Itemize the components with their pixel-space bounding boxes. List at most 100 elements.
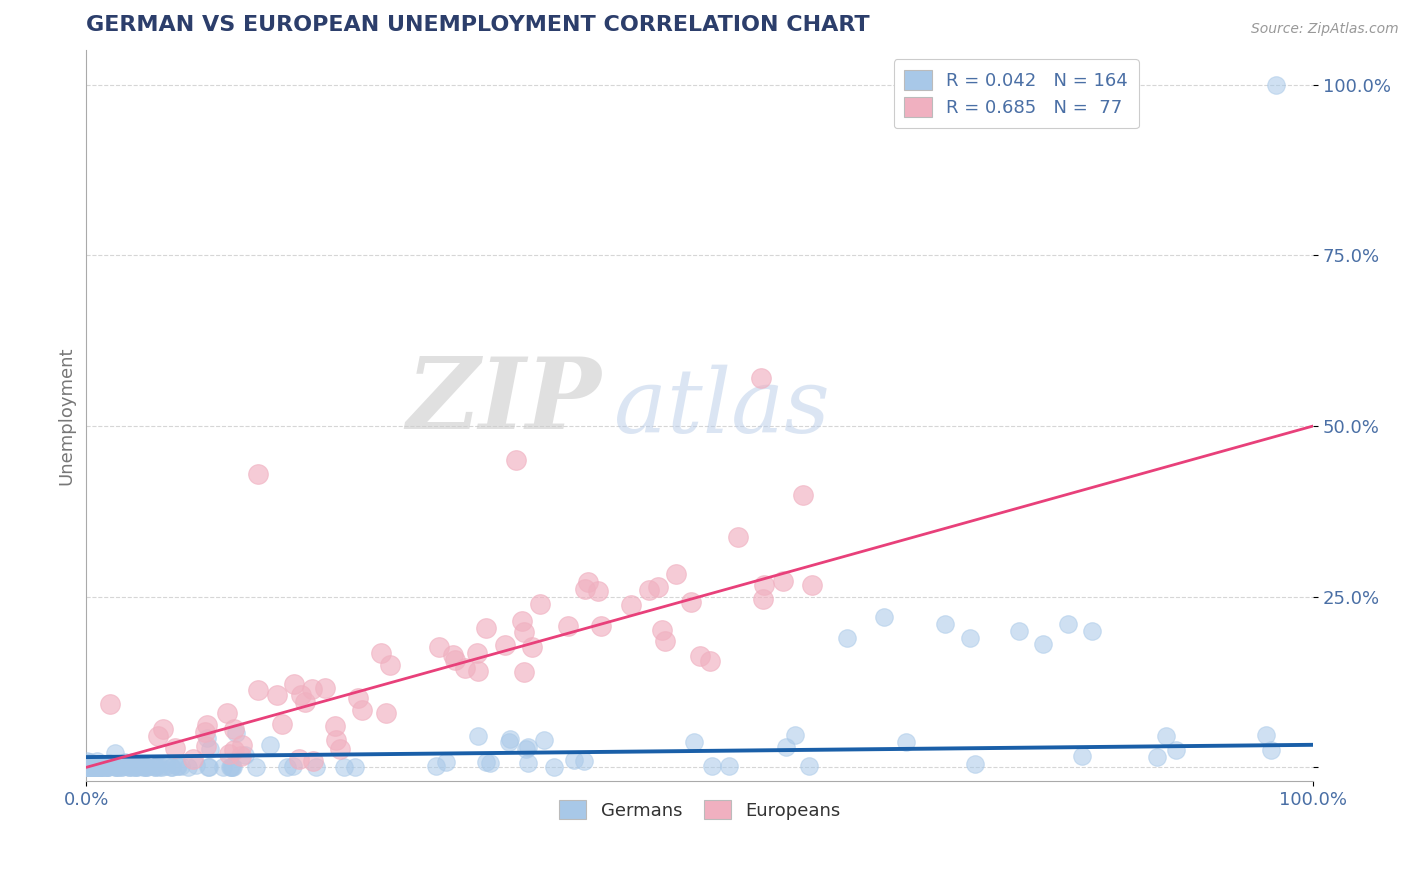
Point xyxy=(82,760,104,774)
Point xyxy=(145,759,167,773)
Point xyxy=(76,757,98,772)
Point xyxy=(718,759,741,773)
Point xyxy=(76,760,98,774)
Point xyxy=(96,759,118,773)
Point xyxy=(86,757,108,772)
Point xyxy=(75,760,97,774)
Point xyxy=(76,755,98,769)
Point xyxy=(82,760,104,774)
Point xyxy=(75,758,97,772)
Point xyxy=(155,759,177,773)
Point xyxy=(474,755,496,769)
Point xyxy=(727,530,749,544)
Point xyxy=(801,577,824,591)
Point xyxy=(79,760,101,774)
Point xyxy=(76,759,98,773)
Point xyxy=(586,584,609,599)
Point xyxy=(94,760,117,774)
Point xyxy=(96,760,118,774)
Point xyxy=(87,760,110,774)
Point xyxy=(98,759,121,773)
Point xyxy=(1260,743,1282,757)
Point xyxy=(343,760,366,774)
Point xyxy=(90,760,112,774)
Point xyxy=(76,759,98,773)
Point xyxy=(505,453,527,467)
Point xyxy=(290,689,312,703)
Point xyxy=(1146,750,1168,764)
Point xyxy=(129,759,152,773)
Point xyxy=(76,760,98,774)
Point xyxy=(76,758,98,772)
Point xyxy=(247,682,270,697)
Text: Source: ZipAtlas.com: Source: ZipAtlas.com xyxy=(1251,22,1399,37)
Point xyxy=(195,731,218,746)
Point xyxy=(1032,637,1054,651)
Point xyxy=(325,732,347,747)
Point xyxy=(177,760,200,774)
Point xyxy=(152,722,174,736)
Point xyxy=(77,760,100,774)
Point xyxy=(1071,748,1094,763)
Point xyxy=(160,760,183,774)
Point xyxy=(314,681,336,696)
Point xyxy=(115,759,138,773)
Point xyxy=(276,760,298,774)
Point xyxy=(87,760,110,774)
Point xyxy=(83,759,105,773)
Point xyxy=(76,759,98,773)
Point xyxy=(681,595,703,609)
Point xyxy=(294,695,316,709)
Point xyxy=(79,760,101,774)
Point xyxy=(166,759,188,773)
Point xyxy=(76,760,98,774)
Point xyxy=(76,760,98,774)
Point xyxy=(513,665,536,679)
Text: atlas: atlas xyxy=(614,365,830,452)
Point xyxy=(323,719,346,733)
Point xyxy=(689,648,711,663)
Point xyxy=(90,760,112,774)
Point xyxy=(104,760,127,774)
Point xyxy=(76,756,98,771)
Point xyxy=(124,760,146,774)
Point xyxy=(75,760,97,774)
Point xyxy=(125,760,148,774)
Point xyxy=(107,758,129,772)
Point xyxy=(86,758,108,772)
Point xyxy=(77,760,100,774)
Point xyxy=(516,756,538,770)
Point xyxy=(80,760,103,774)
Point xyxy=(125,759,148,773)
Point xyxy=(170,759,193,773)
Point xyxy=(1057,617,1080,632)
Point xyxy=(283,677,305,691)
Point xyxy=(143,760,166,774)
Point xyxy=(135,760,157,774)
Point xyxy=(752,578,775,592)
Point xyxy=(76,758,98,772)
Point xyxy=(959,631,981,645)
Point xyxy=(75,760,97,774)
Point xyxy=(87,760,110,774)
Point xyxy=(125,760,148,774)
Point xyxy=(89,759,111,773)
Point xyxy=(76,759,98,773)
Point xyxy=(651,624,673,638)
Point xyxy=(522,640,544,654)
Point xyxy=(97,760,120,774)
Y-axis label: Unemployment: Unemployment xyxy=(58,346,75,485)
Point xyxy=(89,760,111,774)
Point xyxy=(475,621,498,635)
Point xyxy=(682,735,704,749)
Point xyxy=(454,661,477,675)
Point xyxy=(638,583,661,598)
Point xyxy=(134,759,156,773)
Point xyxy=(75,760,97,774)
Point xyxy=(287,752,309,766)
Point xyxy=(467,729,489,743)
Point xyxy=(79,759,101,773)
Point xyxy=(751,591,773,606)
Point xyxy=(427,640,450,655)
Point xyxy=(467,664,489,678)
